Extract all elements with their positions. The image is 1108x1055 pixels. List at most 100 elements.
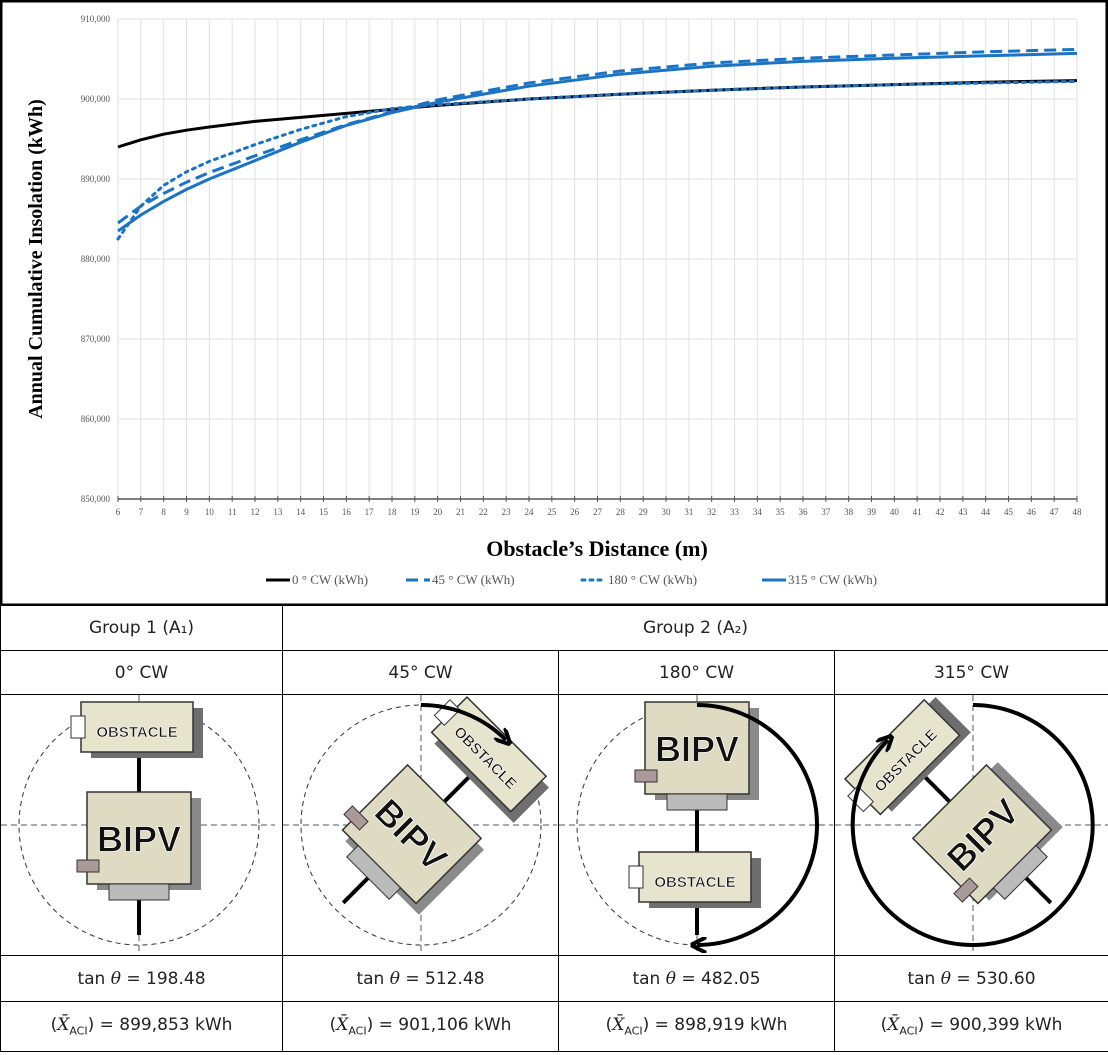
aci-open: ( bbox=[50, 1015, 58, 1036]
y-tick-label: 890,000 bbox=[81, 174, 111, 184]
bipv-label: BIPV bbox=[97, 819, 181, 860]
bipv-building bbox=[644, 701, 750, 795]
aci-cell: (X̄ACI) = 899,853 kWh bbox=[0, 1001, 283, 1052]
aci-close: ) bbox=[87, 1015, 95, 1036]
results-table: Group 1 (A₁) Group 2 (A₂) 0° CW 45° CW 180… bbox=[0, 605, 1108, 1052]
reference-circle bbox=[300, 704, 542, 946]
aci-subscript: ACI bbox=[348, 1024, 367, 1038]
x-tick-label: 36 bbox=[799, 507, 809, 517]
aci-value: = 899,853 kWh bbox=[99, 1015, 233, 1036]
y-tick-label: 850,000 bbox=[81, 494, 111, 504]
tan-symbol: θ bbox=[110, 968, 121, 989]
tan-function: tan bbox=[907, 968, 936, 989]
aci-subscript: ACI bbox=[624, 1024, 643, 1038]
tan-value: = 482.05 bbox=[681, 968, 761, 989]
y-tick-label: 870,000 bbox=[81, 334, 111, 344]
aci-symbol: X̄ bbox=[612, 1015, 625, 1036]
x-tick-label: 30 bbox=[662, 507, 672, 517]
aci-cell: (X̄ACI) = 898,919 kWh bbox=[558, 1001, 835, 1052]
x-tick-label: 23 bbox=[502, 507, 512, 517]
x-tick-label: 17 bbox=[365, 507, 375, 517]
aci-close: ) bbox=[917, 1015, 925, 1036]
bipv-label: BIPV bbox=[655, 729, 739, 770]
diagram-cell: OBSTACLE BIPV bbox=[833, 694, 1108, 956]
x-tick-label: 32 bbox=[707, 507, 716, 517]
orientation-header: 0° CW bbox=[0, 650, 283, 695]
legend-label: 315 ° CW (kWh) bbox=[788, 572, 877, 587]
aci-close: ) bbox=[366, 1015, 374, 1036]
x-tick-label: 42 bbox=[936, 507, 945, 517]
rotation-arc bbox=[850, 703, 1095, 947]
diagram-cell: OBSTACLE BIPV bbox=[282, 694, 559, 956]
x-tick-label: 37 bbox=[821, 507, 831, 517]
aci-subscript: ACI bbox=[69, 1024, 88, 1038]
building-wing bbox=[628, 865, 644, 889]
obstacle-label: OBSTACLE bbox=[96, 724, 177, 741]
tan-cell: tan θ = 530.60 bbox=[833, 955, 1108, 1002]
aci-open: ( bbox=[605, 1015, 613, 1036]
legend-label: 180 ° CW (kWh) bbox=[608, 572, 697, 587]
x-tick-label: 9 bbox=[184, 507, 189, 517]
tan-cell: tan θ = 482.05 bbox=[558, 955, 835, 1002]
x-tick-label: 28 bbox=[616, 507, 626, 517]
aci-symbol: X̄ bbox=[887, 1015, 900, 1036]
x-tick-label: 20 bbox=[433, 507, 443, 517]
x-tick-label: 11 bbox=[228, 507, 237, 517]
series-line bbox=[116, 79, 1079, 241]
tan-value: = 530.60 bbox=[956, 968, 1036, 989]
aci-value: = 900,399 kWh bbox=[929, 1015, 1063, 1036]
chart: Annual Cumulative Insolation (kWh) Obsta… bbox=[0, 0, 1108, 605]
x-tick-label: 38 bbox=[844, 507, 854, 517]
tan-value: = 198.48 bbox=[126, 968, 206, 989]
tan-symbol: θ bbox=[389, 968, 400, 989]
series-line bbox=[117, 51, 1078, 233]
x-tick-label: 25 bbox=[547, 507, 557, 517]
tan-symbol: θ bbox=[940, 968, 951, 989]
x-axis-title: Obstacle’s Distance (m) bbox=[486, 536, 708, 561]
x-tick-label: 48 bbox=[1073, 507, 1083, 517]
aci-open: ( bbox=[329, 1015, 337, 1036]
reference-circle bbox=[18, 704, 260, 946]
site-plan: OBSTACLE BIPV bbox=[70, 701, 203, 935]
obstacle-label: OBSTACLE bbox=[654, 874, 735, 891]
aci-subscript: ACI bbox=[899, 1024, 918, 1038]
x-tick-label: 47 bbox=[1050, 507, 1060, 517]
building-wing bbox=[346, 844, 402, 900]
x-tick-label: 39 bbox=[867, 507, 877, 517]
rotation-arc bbox=[420, 702, 506, 740]
x-tick-label: 35 bbox=[776, 507, 786, 517]
x-tick-label: 10 bbox=[205, 507, 215, 517]
x-tick-label: 19 bbox=[410, 507, 420, 517]
x-tick-label: 43 bbox=[958, 507, 968, 517]
building-wing bbox=[666, 793, 728, 811]
rotation-arc bbox=[697, 703, 819, 945]
tan-cell: tan θ = 198.48 bbox=[0, 955, 283, 1002]
y-tick-label: 910,000 bbox=[81, 14, 111, 24]
x-tick-label: 14 bbox=[296, 507, 306, 517]
x-tick-label: 33 bbox=[730, 507, 740, 517]
orientation-header: 45° CW bbox=[282, 650, 559, 695]
x-tick-label: 41 bbox=[913, 507, 922, 517]
x-tick-label: 18 bbox=[388, 507, 398, 517]
building-wing bbox=[953, 877, 979, 903]
x-tick-label: 27 bbox=[593, 507, 603, 517]
orientation-header: 315° CW bbox=[833, 650, 1108, 695]
legend-label: 45 ° CW (kWh) bbox=[432, 572, 515, 587]
x-tick-label: 34 bbox=[753, 507, 763, 517]
building-wing bbox=[992, 844, 1048, 900]
aci-cell: (X̄ACI) = 901,106 kWh bbox=[282, 1001, 559, 1052]
diagram-cell: OBSTACLE BIPV bbox=[558, 694, 835, 956]
x-tick-label: 16 bbox=[342, 507, 352, 517]
building-wing bbox=[343, 805, 369, 831]
orientation-diagram: OBSTACLE BIPV bbox=[1, 695, 275, 955]
obstacle-building bbox=[80, 701, 194, 753]
x-tick-label: 22 bbox=[479, 507, 488, 517]
x-tick-label: 29 bbox=[639, 507, 649, 517]
y-tick-label: 900,000 bbox=[81, 94, 111, 104]
tan-function: tan bbox=[632, 968, 661, 989]
aci-value: = 901,106 kWh bbox=[378, 1015, 512, 1036]
building-wing bbox=[76, 859, 100, 873]
